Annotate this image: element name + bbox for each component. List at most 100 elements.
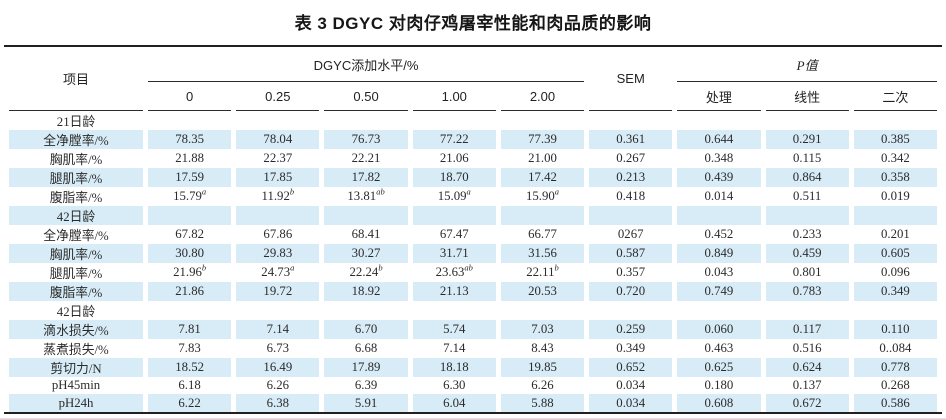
cell-value: 11.92b xyxy=(261,187,295,203)
cell-value: 5.91 xyxy=(324,394,408,412)
cell-value: 0.060 xyxy=(677,320,761,339)
cell-value: 0.418 xyxy=(616,189,646,203)
cell-value: 0.720 xyxy=(589,282,673,301)
table-row: 蒸煮损失/% 7.83 6.73 6.68 7.14 8.43 0.349 0.463 0.51… xyxy=(9,339,937,358)
cell-value: 21.13 xyxy=(412,282,496,301)
cell-value: 6.26 xyxy=(531,378,554,393)
table-row: pH45min 6.18 6.26 6.39 6.30 6.26 0.034 0.180 0.1… xyxy=(9,377,937,394)
table-row: 全净膛率/% 67.82 67.86 68.41 67.47 66.77 0267 0.452… xyxy=(9,225,937,244)
cell-value: 0.349 xyxy=(616,341,646,355)
table-body: 21日龄 全净膛率/% 78.35 78.04 76.73 77.22 77.39 0.361… xyxy=(9,111,937,412)
cell-value: 22.24b xyxy=(349,263,383,279)
cell-value: 0.516 xyxy=(792,341,822,355)
cell-value xyxy=(236,301,319,320)
table-header: 项目 DGYC添加水平/% SEM P值 0 0.25 0.50 1.00 2.… xyxy=(9,47,937,111)
cell-value: 0.586 xyxy=(853,394,937,412)
cell-value: 0.778 xyxy=(853,358,937,377)
cell-value: 7.83 xyxy=(178,341,201,355)
cell-value: 0.349 xyxy=(853,282,937,301)
cell-value: 31.56 xyxy=(500,244,585,263)
cell-value: 0.452 xyxy=(704,227,734,241)
cell-value: 6.38 xyxy=(236,394,320,412)
cell-value: 21.86 xyxy=(148,282,232,301)
cell-value: 5.88 xyxy=(500,394,585,412)
col-header-sem: SEM xyxy=(589,47,673,111)
cell-value: 0.357 xyxy=(616,265,646,279)
cell-value xyxy=(500,206,585,225)
section-label: 42日龄 xyxy=(9,206,143,225)
cell-value: 17.42 xyxy=(500,168,585,187)
cell-value: 0.291 xyxy=(765,130,849,149)
cell-value: 7.14 xyxy=(443,341,466,355)
cell-value: 6.30 xyxy=(443,378,466,393)
cell-value: 22.37 xyxy=(263,151,293,165)
cell-value: 0.652 xyxy=(589,358,673,377)
cell-value: 0.213 xyxy=(589,168,673,187)
cell-value: 0.749 xyxy=(677,282,761,301)
cell-value: 6.68 xyxy=(354,341,378,355)
cell-value: 0.864 xyxy=(765,168,849,187)
cell-value: 21.88 xyxy=(175,151,204,165)
col-group-dgyc: DGYC添加水平/% xyxy=(148,47,585,82)
cell-value xyxy=(148,301,231,320)
cell-value xyxy=(324,111,407,130)
row-label: 腿肌率/% xyxy=(49,267,103,281)
cell-value: 68.41 xyxy=(351,227,381,241)
cell-value: 30.27 xyxy=(324,244,408,263)
row-label: 蒸煮损失/% xyxy=(43,343,109,357)
cell-value: 22.21 xyxy=(351,151,381,165)
cell-value: 67.86 xyxy=(263,227,293,241)
section-label: 42日龄 xyxy=(56,305,96,319)
cell-value: 76.73 xyxy=(324,130,408,149)
cell-value: 0.849 xyxy=(677,244,761,263)
cell-value xyxy=(236,206,320,225)
cell-value: 7.14 xyxy=(236,320,320,339)
cell-value: 67.47 xyxy=(439,227,469,241)
cell-value: 0.348 xyxy=(704,151,734,165)
cell-value xyxy=(677,111,760,130)
table-row: 全净膛率/% 78.35 78.04 76.73 77.22 77.39 0.361 0.64… xyxy=(9,130,937,149)
cell-value xyxy=(324,301,407,320)
row-label: 滴水损失/% xyxy=(9,320,143,339)
row-label: 腹脂率/% xyxy=(9,282,143,301)
cell-value: 66.77 xyxy=(528,227,557,241)
cell-value xyxy=(412,206,496,225)
row-label: 腿肌率/% xyxy=(9,168,143,187)
cell-value xyxy=(148,206,232,225)
row-label: 腹脂率/% xyxy=(49,191,103,205)
cell-value: 0.201 xyxy=(880,227,910,241)
cell-value: 0.672 xyxy=(765,394,849,412)
cell-value: 0.801 xyxy=(792,265,822,279)
cell-value: 0.180 xyxy=(704,378,734,393)
cell-value: 18.18 xyxy=(412,358,496,377)
cell-value: 5.74 xyxy=(412,320,496,339)
significance-superscript: b xyxy=(378,263,383,273)
cell-value: 0.463 xyxy=(704,341,734,355)
significance-superscript: a xyxy=(201,187,207,197)
cell-value: 18.52 xyxy=(148,358,232,377)
cell-value xyxy=(589,111,672,130)
cell-value: 6.70 xyxy=(324,320,408,339)
table-row: 腿肌率/% 17.59 17.85 17.82 18.70 17.42 0.213 0.439… xyxy=(9,168,937,187)
col-header-level-025: 0.25 xyxy=(236,82,320,111)
significance-superscript: ab xyxy=(464,263,473,273)
table-row: 剪切力/N 18.52 16.49 17.89 18.18 19.85 0.652 0.625… xyxy=(9,358,937,377)
cell-value: 29.83 xyxy=(236,244,320,263)
cell-value: 0.587 xyxy=(589,244,673,263)
cell-value: 6.73 xyxy=(266,341,290,355)
cell-value: 22.11b xyxy=(526,263,559,279)
cell-value: 6.04 xyxy=(412,394,496,412)
cell-value: 0.267 xyxy=(616,151,646,165)
cell-value: 0.019 xyxy=(880,189,910,203)
cell-value: 0.137 xyxy=(792,378,822,393)
cell-value: 19.72 xyxy=(236,282,320,301)
cell-value xyxy=(148,111,231,130)
row-label: 剪切力/N xyxy=(9,358,143,377)
cell-value: 0.608 xyxy=(677,394,761,412)
section-row: 42日龄 xyxy=(9,301,937,320)
cell-value: 0.233 xyxy=(792,227,822,241)
cell-value: 0.096 xyxy=(880,265,910,279)
section-row: 21日龄 xyxy=(9,111,937,130)
table-row: 胸肌率/% 21.88 22.37 22.21 21.06 21.00 0.267 0.348… xyxy=(9,149,937,168)
cell-value: 17.82 xyxy=(324,168,408,187)
